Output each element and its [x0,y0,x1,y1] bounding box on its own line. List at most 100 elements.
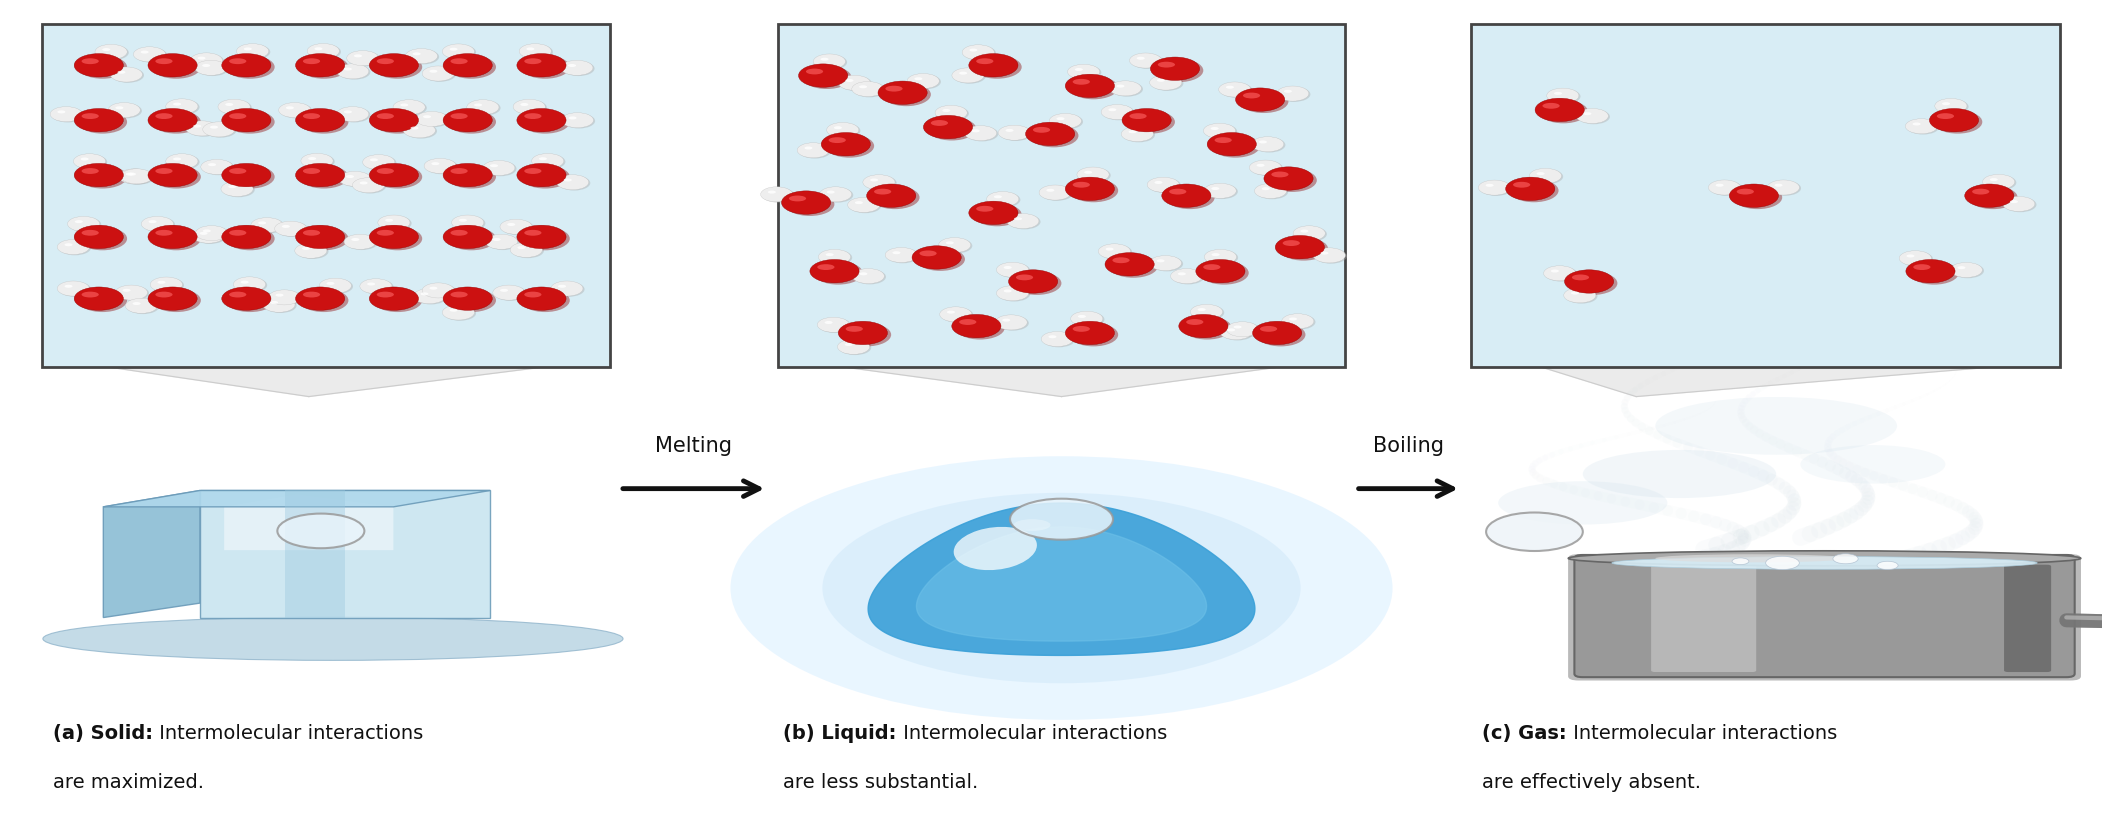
Ellipse shape [1066,178,1114,201]
Ellipse shape [523,231,542,237]
Ellipse shape [553,283,584,298]
Ellipse shape [500,220,532,235]
Ellipse shape [1564,288,1595,303]
Ellipse shape [1186,319,1204,325]
Ellipse shape [78,111,126,135]
Ellipse shape [1251,161,1282,176]
Ellipse shape [307,44,338,59]
Ellipse shape [1183,317,1232,340]
Ellipse shape [187,123,221,138]
Ellipse shape [82,169,99,175]
Ellipse shape [298,166,349,189]
Ellipse shape [937,238,971,253]
Ellipse shape [444,226,492,249]
Ellipse shape [1537,173,1545,176]
Ellipse shape [1942,103,1951,106]
Ellipse shape [452,216,483,231]
Ellipse shape [864,176,898,191]
Ellipse shape [448,166,496,189]
Ellipse shape [147,164,198,187]
Ellipse shape [1799,446,1946,484]
Ellipse shape [519,44,551,59]
Ellipse shape [1259,141,1268,145]
Ellipse shape [763,188,795,203]
Ellipse shape [874,190,891,196]
Ellipse shape [849,199,881,214]
Ellipse shape [143,218,174,233]
Ellipse shape [1070,324,1118,347]
Ellipse shape [523,169,542,175]
Ellipse shape [870,186,919,210]
Ellipse shape [834,127,843,130]
Ellipse shape [1957,267,1965,270]
Ellipse shape [1131,54,1162,69]
Ellipse shape [141,52,149,54]
Ellipse shape [475,104,481,107]
Ellipse shape [517,226,565,249]
Ellipse shape [349,53,380,68]
Ellipse shape [399,104,408,107]
Ellipse shape [1499,482,1667,525]
Ellipse shape [1284,315,1316,330]
Ellipse shape [828,138,845,144]
Ellipse shape [376,114,393,120]
Ellipse shape [67,217,99,232]
Ellipse shape [168,155,200,171]
Ellipse shape [912,247,961,270]
Ellipse shape [1171,269,1202,284]
Ellipse shape [1190,305,1223,320]
Ellipse shape [998,287,1030,302]
Ellipse shape [441,306,475,321]
Ellipse shape [1204,250,1236,265]
Ellipse shape [406,49,437,64]
Ellipse shape [1148,178,1179,193]
Polygon shape [103,491,200,618]
Circle shape [277,514,364,548]
Ellipse shape [1568,273,1616,296]
FancyBboxPatch shape [42,25,610,368]
Ellipse shape [492,286,526,301]
Ellipse shape [1066,322,1114,345]
Ellipse shape [450,169,469,175]
Ellipse shape [322,279,353,294]
Ellipse shape [78,56,126,79]
Ellipse shape [223,54,271,78]
Ellipse shape [76,155,107,171]
Ellipse shape [320,279,351,294]
Ellipse shape [881,84,931,107]
Ellipse shape [483,161,515,176]
Ellipse shape [444,110,492,133]
Ellipse shape [1320,252,1328,255]
Ellipse shape [1564,271,1614,293]
Ellipse shape [517,54,565,78]
Ellipse shape [988,193,1019,208]
Ellipse shape [416,112,448,127]
Ellipse shape [538,158,547,161]
Ellipse shape [1068,65,1099,80]
Ellipse shape [1122,110,1171,133]
Ellipse shape [1480,181,1511,196]
Ellipse shape [1152,77,1183,92]
Ellipse shape [986,192,1019,207]
Ellipse shape [767,191,776,194]
Ellipse shape [942,308,973,324]
Ellipse shape [1282,241,1299,247]
Ellipse shape [353,178,385,193]
Ellipse shape [78,166,126,189]
Ellipse shape [198,58,206,60]
Ellipse shape [57,282,90,297]
Text: Intermolecular interactions: Intermolecular interactions [1566,723,1837,742]
Ellipse shape [523,293,542,298]
Ellipse shape [973,56,1022,79]
Ellipse shape [303,293,320,298]
Ellipse shape [122,171,153,186]
Ellipse shape [820,319,851,334]
Ellipse shape [887,249,919,264]
Ellipse shape [969,202,1017,225]
Ellipse shape [195,61,227,76]
Ellipse shape [1547,89,1579,104]
Ellipse shape [269,291,301,306]
FancyBboxPatch shape [1471,25,2060,368]
Ellipse shape [74,155,105,170]
Ellipse shape [82,231,99,237]
